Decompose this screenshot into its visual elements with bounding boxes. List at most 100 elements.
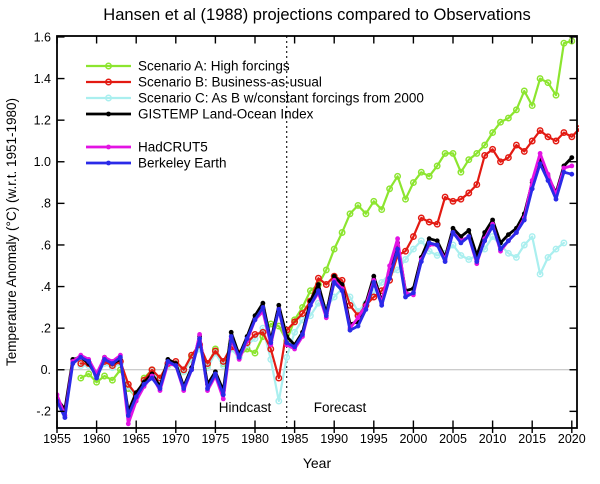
data-point-berkeley-earth bbox=[102, 357, 107, 362]
data-point-berkeley-earth bbox=[181, 386, 187, 391]
data-point-gistemp bbox=[260, 300, 266, 306]
data-point-berkeley-earth bbox=[466, 234, 472, 240]
data-point-scenario-c bbox=[402, 256, 409, 263]
legend-label-scenario-b: Scenario B: Business-as-usual bbox=[138, 75, 322, 90]
data-point-hadcrut5 bbox=[395, 236, 400, 242]
y-tick-label: 0. bbox=[41, 363, 51, 377]
data-point-scenario-b bbox=[425, 218, 433, 226]
data-point-scenario-c bbox=[433, 251, 441, 259]
chart-title: Hansen et al (1988) projections compared… bbox=[103, 6, 530, 24]
data-point-berkeley-earth bbox=[165, 359, 171, 364]
data-point-berkeley-earth bbox=[205, 386, 210, 391]
data-point-scenario-a bbox=[520, 87, 528, 95]
data-point-scenario-c bbox=[552, 245, 560, 253]
data-point-scenario-c bbox=[544, 253, 552, 261]
data-point-scenario-a bbox=[512, 106, 520, 114]
data-point-berkeley-earth bbox=[450, 230, 456, 235]
data-point-berkeley-earth bbox=[268, 340, 274, 346]
data-point-scenario-a bbox=[425, 172, 433, 180]
forecast-annotation: Forecast bbox=[314, 400, 367, 415]
data-point-scenario-a bbox=[370, 197, 378, 205]
y-tick-label: 1.4 bbox=[34, 72, 51, 86]
data-point-scenario-b bbox=[291, 318, 299, 326]
data-point-gistemp bbox=[450, 225, 456, 231]
data-point-berkeley-earth bbox=[387, 275, 392, 281]
data-point-hadcrut5 bbox=[569, 163, 575, 169]
data-point-berkeley-earth bbox=[331, 280, 337, 285]
data-point-scenario-b bbox=[441, 193, 449, 201]
data-point-scenario-a bbox=[433, 162, 441, 170]
data-point-berkeley-earth bbox=[300, 332, 305, 337]
x-tick-label: 1995 bbox=[360, 432, 388, 446]
data-point-berkeley-earth bbox=[363, 307, 369, 312]
x-tick-label: 1980 bbox=[241, 432, 269, 446]
data-point-scenario-b bbox=[77, 360, 85, 367]
series-line-berkeley-earth bbox=[56, 162, 574, 420]
data-point-scenario-a bbox=[489, 129, 497, 137]
data-point-scenario-c bbox=[465, 256, 473, 263]
legend-item-scenario-b: Scenario B: Business-as-usual bbox=[86, 75, 322, 90]
data-point-scenario-a bbox=[552, 91, 560, 99]
x-tick-label: 1965 bbox=[122, 432, 150, 446]
data-point-hadcrut5 bbox=[387, 263, 392, 269]
data-point-scenario-c bbox=[283, 353, 291, 361]
data-point-berkeley-earth bbox=[149, 375, 155, 381]
data-point-scenario-b bbox=[528, 137, 536, 145]
data-point-berkeley-earth bbox=[553, 196, 559, 202]
x-tick-label: 2020 bbox=[558, 432, 586, 446]
legend-marker-gistemp bbox=[106, 111, 111, 117]
series-berkeley-earth bbox=[56, 161, 575, 420]
data-point-scenario-b bbox=[299, 310, 306, 318]
data-point-scenario-b bbox=[544, 133, 552, 141]
data-point-scenario-c bbox=[291, 328, 299, 336]
data-point-scenario-b bbox=[251, 330, 259, 338]
data-point-berkeley-earth bbox=[323, 313, 329, 319]
data-point-scenario-a bbox=[457, 168, 465, 176]
data-point-berkeley-earth bbox=[118, 354, 123, 360]
data-point-scenario-a bbox=[402, 195, 409, 203]
x-tick-label: 2015 bbox=[518, 432, 546, 446]
data-point-gistemp bbox=[466, 228, 472, 233]
data-point-scenario-c bbox=[409, 245, 417, 253]
data-point-scenario-b bbox=[473, 181, 481, 189]
legend-item-berkeley-earth: Berkeley Earth bbox=[86, 156, 227, 171]
data-point-scenario-b bbox=[520, 147, 528, 155]
axes-frame-layer bbox=[56, 35, 578, 433]
data-point-scenario-b bbox=[409, 233, 417, 241]
data-point-gistemp bbox=[316, 282, 321, 287]
data-point-scenario-c bbox=[457, 251, 465, 259]
data-point-scenario-a bbox=[394, 172, 402, 180]
data-point-berkeley-earth bbox=[521, 217, 527, 223]
data-point-scenario-b bbox=[457, 195, 465, 203]
data-point-hadcrut5 bbox=[197, 332, 203, 337]
data-point-scenario-a bbox=[322, 266, 330, 274]
data-point-scenario-b bbox=[370, 293, 378, 301]
data-point-berkeley-earth bbox=[498, 246, 503, 252]
data-point-berkeley-earth bbox=[347, 327, 353, 333]
data-point-gistemp bbox=[506, 232, 511, 238]
data-point-scenario-b bbox=[560, 129, 568, 137]
data-point-scenario-b bbox=[275, 374, 283, 382]
x-tick-label: 2000 bbox=[399, 432, 427, 446]
data-point-berkeley-earth bbox=[474, 259, 480, 264]
data-point-scenario-c bbox=[378, 278, 386, 286]
data-point-berkeley-earth bbox=[157, 386, 163, 391]
data-point-scenario-a bbox=[536, 75, 544, 83]
data-point-scenario-a bbox=[449, 149, 457, 157]
data-point-gistemp bbox=[228, 329, 234, 335]
data-point-gistemp bbox=[371, 273, 377, 279]
data-point-scenario-b bbox=[481, 152, 489, 159]
data-point-berkeley-earth bbox=[371, 280, 377, 285]
data-point-scenario-b bbox=[489, 145, 497, 153]
data-point-berkeley-earth bbox=[110, 361, 115, 366]
y-tick-label: 1.0 bbox=[34, 155, 51, 169]
data-point-berkeley-earth bbox=[276, 307, 282, 312]
data-point-scenario-b bbox=[211, 347, 219, 355]
hindcast-annotation: Hindcast bbox=[219, 400, 272, 415]
y-tick-label: -.2 bbox=[36, 405, 51, 419]
y-tick-label: .2 bbox=[41, 321, 51, 335]
data-point-scenario-a bbox=[77, 374, 85, 382]
data-point-scenario-b bbox=[322, 281, 330, 288]
